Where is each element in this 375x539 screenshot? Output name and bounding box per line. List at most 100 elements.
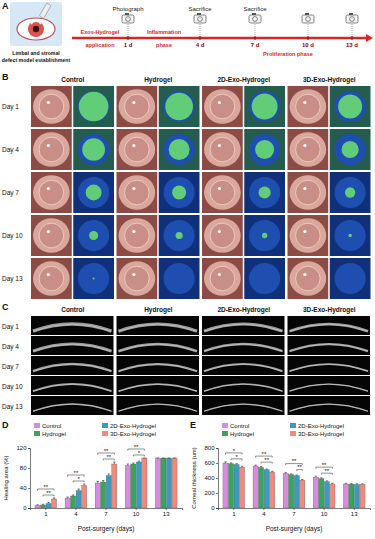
oct-bg [117,356,200,375]
cornea [164,134,195,165]
epithelium [33,404,112,411]
y-tick: 80 [20,465,30,471]
legend-label: 2D-Exo-Hydrogel [298,423,344,429]
error-bar [271,471,273,473]
y-tick: 0 [211,505,218,511]
eye-surface [204,175,241,209]
x-tick-mark [324,508,325,510]
significance-label: ** [292,458,297,464]
row-label: Day 13 [2,403,23,411]
column-header: 2D-Exo-Hydrogel [217,76,270,84]
cornea-section [33,324,112,331]
legend-label: Control [42,423,61,429]
significance-label: * [235,454,238,460]
stained-defect [169,139,190,160]
eye-surface [290,132,327,166]
cornea [210,266,235,291]
y-tick-mark [28,468,30,469]
stained-defect [165,93,193,121]
stained-defect [82,138,105,161]
fluorescein-photo [330,172,371,213]
cornea-section [290,344,369,351]
photo-bg [288,258,329,299]
bar [155,458,160,508]
oct-image [117,376,200,395]
reflection [303,144,306,147]
row-label: Day 10 [2,232,23,240]
eye-surface [290,89,327,123]
oct-image [117,316,200,335]
column-header: 3D-Exo-Hydrogel [303,76,356,84]
significance-label: * [138,450,141,456]
reflection [47,230,50,233]
panel-label: C [2,302,9,312]
slit-lamp-photo [31,215,72,256]
error-bar [97,482,99,484]
reflection [132,273,135,276]
bar [71,496,76,508]
epithelium [290,344,369,351]
chart: D040801201471013ControlHydrogel2D-Exo-Hy… [2,420,183,533]
significance-label: ** [297,464,302,470]
fluorescein-photo [244,258,285,299]
y-tick-mark [216,508,218,509]
oct-bg [117,396,200,415]
x-tick-mark [106,508,107,510]
cornea [125,266,150,291]
oct-bg [288,336,371,355]
y-axis-line [216,449,219,509]
oct-image [31,356,114,375]
stained-defect [172,185,186,199]
epithelium [290,404,369,411]
cornea [335,220,366,251]
slit-lamp-photo [288,86,329,127]
eye-surface [119,175,156,209]
column-header: Hydrogel [144,76,172,84]
slit-lamp-photo [117,86,158,127]
bar [240,467,245,508]
cornea [335,263,366,294]
error-bar [138,461,140,462]
bar [35,506,40,509]
bar [136,462,141,508]
x-tick-mark [75,508,76,510]
error-bar [127,464,129,466]
camera-body [122,15,134,23]
eye-surface [33,261,70,295]
cornea [296,94,321,119]
legend-swatch [102,423,108,428]
x-tick: 1 [232,508,236,517]
oct-image [202,336,285,355]
bar [360,484,365,508]
cornea-section [204,404,283,411]
camera-lens [198,17,203,22]
x-tick: 10 [321,508,328,517]
day-tick [200,36,201,40]
series [46,458,171,508]
y-tick-label: 600 [204,460,215,466]
slit-lamp-photo [202,258,243,299]
slit-lamp-photo [288,172,329,213]
cornea [125,94,150,119]
cornea-section [119,364,198,371]
photo-bg [202,215,243,256]
cornea [249,220,280,251]
camera-connector [308,24,309,36]
x-tick: 10 [133,508,140,517]
epithelium [204,404,283,411]
bar [289,475,294,508]
x-tick: 13 [163,508,170,517]
fluorescein-photo [73,258,114,299]
epithelium [204,344,283,351]
fluorescein-photo [159,129,200,170]
legend-swatch [290,423,296,428]
epithelium [204,364,283,371]
cornea [335,177,366,208]
cornea [164,263,195,294]
significance-label: ** [74,470,79,476]
oct-bg [202,336,285,355]
photo-bg [288,86,329,127]
oct-image [202,396,285,415]
camera-icon [194,13,206,23]
error-bar [113,462,115,464]
